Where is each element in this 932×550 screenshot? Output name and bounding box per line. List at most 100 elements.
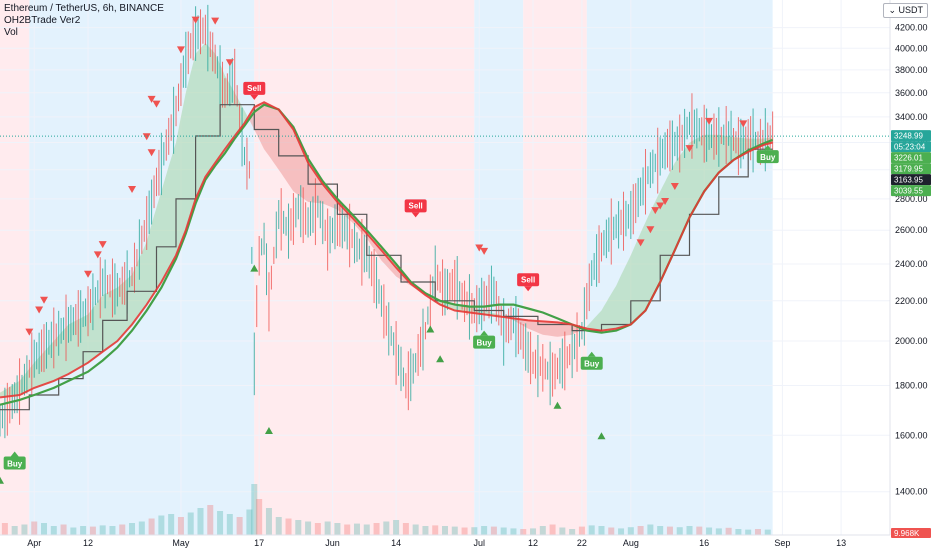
volume-bar [657,526,664,535]
buy-arrow-marker [426,325,435,333]
volume-bar [324,521,331,535]
sell-arrow-marker [475,244,484,252]
price-tag-label: 3226.01 [894,154,923,163]
buy-label-box [3,456,26,470]
sell-arrow-marker [661,197,670,205]
indicator-name[interactable]: OH2BTrade Ver2 [4,15,81,26]
buy-signal-label: Buy [580,351,603,370]
buy-label-box [473,335,496,349]
sell-arrow-marker [191,16,200,24]
sell-arrow-marker [646,226,655,234]
sell-label-text: Sell [409,201,423,210]
volume-bar [363,524,370,535]
price-tick-label: 2200.00 [895,296,928,306]
volume-bar [129,523,136,535]
sell-arrow-marker [685,145,694,153]
price-tag-box [891,174,931,186]
price-tick-label: 2000.00 [895,336,928,346]
volume-bar [706,527,713,535]
currency-unit-badge[interactable]: ⌄ USDT [883,3,928,18]
volume-bar [520,529,527,535]
volume-bar [500,527,507,535]
channel-fill-area [249,102,423,294]
volume-bar [402,523,409,535]
volume-bar [1,523,8,535]
chevron-down-icon: ⌄ [888,5,899,15]
volume-bar [676,527,683,535]
volume-bar [764,529,771,535]
buy-label-box [756,150,779,164]
unit-label: USDT [898,5,924,15]
time-tick-label: 16 [699,538,709,548]
volume-bar [158,515,165,535]
price-tick-label: 3800.00 [895,65,928,75]
volume-bar [608,527,615,535]
price-tag-box [891,152,931,164]
price-tick-label: 2800.00 [895,194,928,204]
time-tick-label: Jul [473,538,485,548]
volume-bar [510,528,517,535]
volume-bar [236,517,243,535]
buy-arrow-marker [264,427,273,435]
volume-bar [618,528,625,535]
volume-bar [80,526,87,535]
buy-label-pointer [587,351,596,357]
regime-band-bear [0,0,30,535]
sell-label-box [404,199,427,213]
volume-bar [60,524,67,535]
time-tick-label: Aug [623,538,639,548]
volume-bar [627,527,634,535]
sell-arrow-marker [142,133,151,141]
sell-arrow-marker [35,306,44,314]
volume-bar [109,526,116,535]
volume-bar [138,521,145,535]
volume-bar [217,511,224,535]
volume-bar [197,508,204,535]
volume-indicator-name[interactable]: Vol [4,27,18,38]
volume-bar [99,525,106,535]
volume-bar [754,529,761,535]
price-tick-label: 1600.00 [895,430,928,440]
grid [0,0,890,535]
sell-arrow-marker [176,46,185,54]
price-tag-label: 3039.55 [894,187,923,196]
volume-bar [637,526,644,535]
volume-tag-label: 9.968K [894,529,920,538]
sell-arrow-marker [480,247,489,255]
price-tag-box [891,141,931,153]
sell-arrow-marker [225,59,234,67]
volume-bar [696,526,703,535]
volume-bar [119,524,126,535]
price-tag-label: 3179.95 [894,165,923,174]
buy-arrow-marker [553,401,562,409]
price-tags: 3248.99 05:23:04 3226.01 3179.95 3163.95 3039… [0,130,931,538]
volume-bar [207,505,214,535]
price-tick-label: 1800.00 [895,381,928,391]
volume-bar [393,520,400,535]
sell-arrow-marker [147,149,156,157]
volume-bar [344,524,351,535]
buy-label-pointer [480,330,489,336]
volume-bar [559,527,566,535]
time-axis-background [0,535,932,550]
price-tick-label: 4200.00 [895,23,928,33]
volume-bars [1,484,771,535]
sell-label-text: Sell [247,84,261,93]
price-tick-label: 2600.00 [895,225,928,235]
volume-bar [442,526,448,535]
buy-signal-label: Buy [756,145,779,164]
buy-arrow-marker [250,264,259,272]
sell-label-pointer [524,286,533,292]
volume-bar [334,523,341,535]
buy-label-text: Buy [7,459,23,468]
sell-arrow-marker [656,202,665,210]
sell-arrow-marker [705,117,714,125]
sell-label-box [517,273,540,287]
price-tick-label: 4000.00 [895,43,928,53]
sell-arrow-marker [739,120,748,128]
buy-label-pointer [763,145,772,151]
sell-arrow-marker [93,251,102,259]
symbol-title[interactable]: Ethereum / TetherUS, 6h, BINANCE [4,3,164,14]
